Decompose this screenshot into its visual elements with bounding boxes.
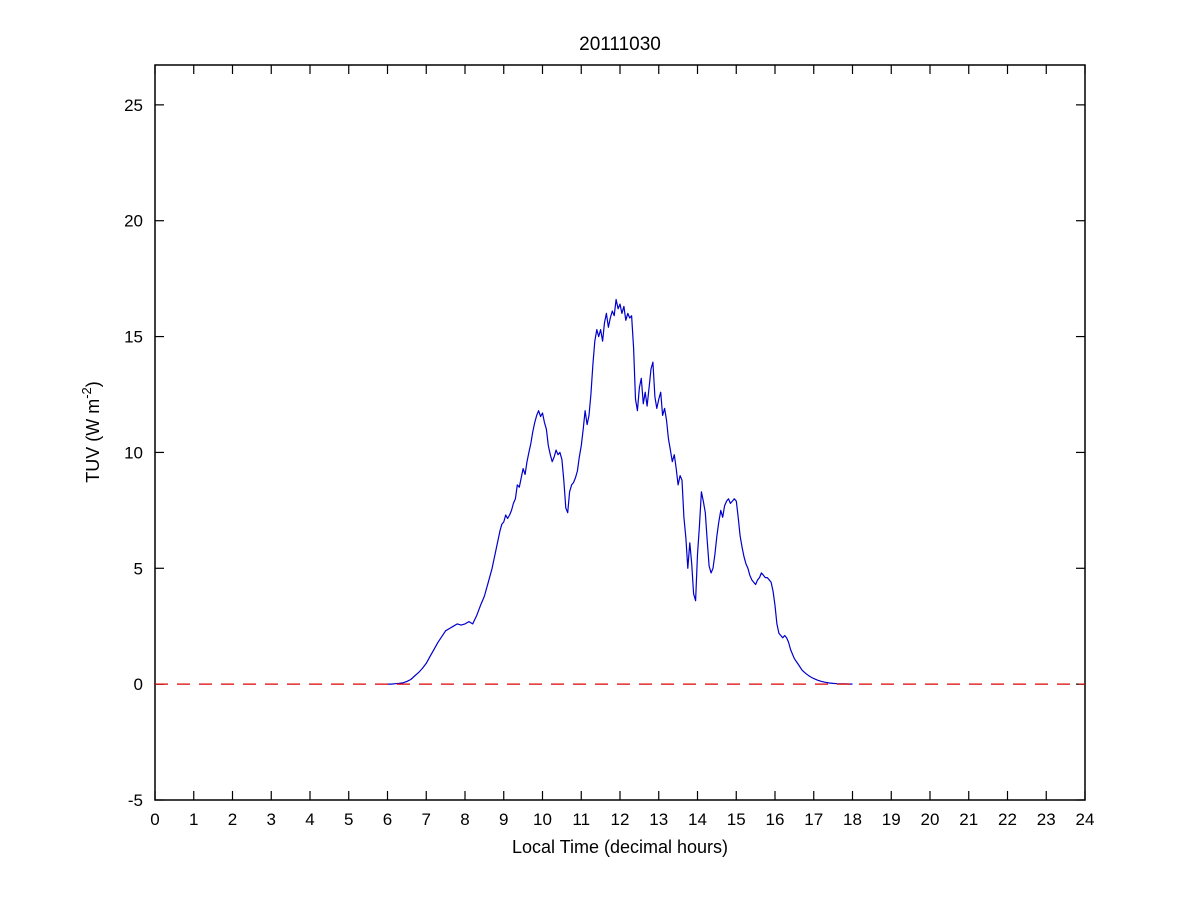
x-tick-label: 19 bbox=[882, 810, 901, 829]
y-tick-label: 25 bbox=[124, 96, 143, 115]
plot-area: 0 1 2 3 4 5 6 7 8 9 10 11 12 13 14 15 16 17 18 19 20 21 22 23 24… bbox=[124, 64, 1095, 829]
x-tick-label: 13 bbox=[649, 810, 668, 829]
y-axis-label: TUV (W m-2) bbox=[79, 381, 103, 483]
y-axis-label-superscript: -2 bbox=[79, 387, 94, 399]
y-tick-label: 0 bbox=[134, 675, 143, 694]
y-tick-label: 10 bbox=[124, 443, 143, 462]
x-tick-label: 3 bbox=[267, 810, 276, 829]
x-tick-label: 17 bbox=[804, 810, 823, 829]
series-tuv-irradiance bbox=[387, 298, 853, 685]
x-tick-label: 5 bbox=[344, 810, 353, 829]
x-tick-label: 18 bbox=[843, 810, 862, 829]
x-tick-label: 14 bbox=[688, 810, 707, 829]
x-tick-label: 23 bbox=[1037, 810, 1056, 829]
x-tick-label: 16 bbox=[766, 810, 785, 829]
x-axis-label: Local Time (decimal hours) bbox=[512, 837, 728, 857]
x-tick-label: 2 bbox=[228, 810, 237, 829]
x-tick-label: 0 bbox=[150, 810, 159, 829]
x-tick-label: 24 bbox=[1076, 810, 1095, 829]
x-tick-label: 1 bbox=[189, 810, 198, 829]
x-tick-label: 21 bbox=[959, 810, 978, 829]
x-tick-label: 15 bbox=[727, 810, 746, 829]
x-tick-label: 20 bbox=[921, 810, 940, 829]
x-tick-label: 22 bbox=[998, 810, 1017, 829]
x-tick-label: 7 bbox=[422, 810, 431, 829]
chart-title: 20111030 bbox=[579, 34, 661, 55]
x-tick-label: 11 bbox=[572, 810, 590, 829]
axes-box bbox=[154, 64, 1086, 801]
y-axis-label-close: ) bbox=[83, 381, 103, 387]
x-tick-label: 9 bbox=[499, 810, 508, 829]
y-tick-label: 5 bbox=[134, 559, 143, 578]
x-tick-label: 10 bbox=[533, 810, 552, 829]
x-tick-label: 12 bbox=[611, 810, 630, 829]
y-axis-label-base: TUV (W m bbox=[83, 399, 103, 483]
y-tick-label: 15 bbox=[124, 328, 143, 347]
x-tick-label: 8 bbox=[460, 810, 469, 829]
y-tick-label: 20 bbox=[124, 212, 143, 231]
x-tick-label: 4 bbox=[305, 810, 314, 829]
x-tick-label: 6 bbox=[383, 810, 392, 829]
y-tick-label: -5 bbox=[128, 791, 143, 810]
